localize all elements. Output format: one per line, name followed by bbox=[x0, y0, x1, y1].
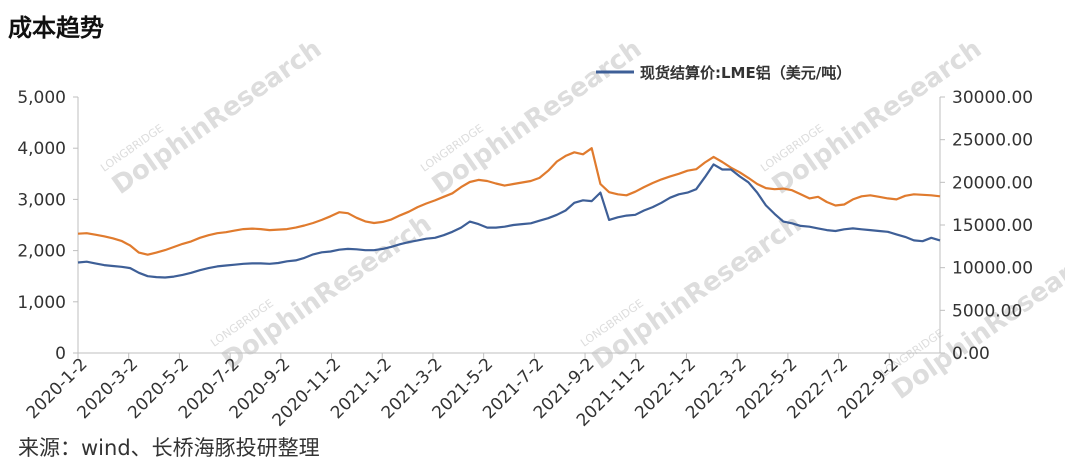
series-layer bbox=[77, 147, 941, 279]
watermark-name: DolphinResearch bbox=[217, 209, 437, 376]
y-right-tick-label: 30000.00 bbox=[952, 88, 1033, 108]
y-left-tick-label: 1,000 bbox=[17, 293, 66, 313]
y-left-tick-label: 5,000 bbox=[17, 88, 66, 108]
series-line-orange bbox=[77, 147, 941, 256]
y-right-tick-label: 25000.00 bbox=[952, 131, 1033, 151]
y-left-tick-label: 3,000 bbox=[17, 190, 66, 210]
legend-label: 现货结算价:LME铝（美元/吨） bbox=[640, 64, 851, 82]
y-right-tick-label: 5000.00 bbox=[952, 301, 1022, 321]
y-right-tick-label: 20000.00 bbox=[952, 173, 1033, 193]
legend: 现货结算价:LME铝（美元/吨） bbox=[596, 64, 851, 82]
watermark-name: DolphinResearch bbox=[587, 209, 807, 376]
watermark-name: DolphinResearch bbox=[107, 34, 327, 201]
y-left-tick-label: 4,000 bbox=[17, 139, 66, 159]
watermark-name: DolphinResearch bbox=[427, 34, 647, 201]
y-right-tick-label: 15000.00 bbox=[952, 216, 1033, 236]
y-left-tick-label: 0 bbox=[55, 344, 66, 364]
y-left-tick-label: 2,000 bbox=[17, 242, 66, 262]
series-line-blue bbox=[77, 163, 941, 279]
y-right-tick-label: 0.00 bbox=[952, 344, 990, 364]
y-right-tick-label: 10000.00 bbox=[952, 259, 1033, 279]
page-title: 成本趋势 bbox=[8, 14, 104, 42]
source-note: 来源：wind、长桥海豚投研整理 bbox=[18, 436, 320, 460]
